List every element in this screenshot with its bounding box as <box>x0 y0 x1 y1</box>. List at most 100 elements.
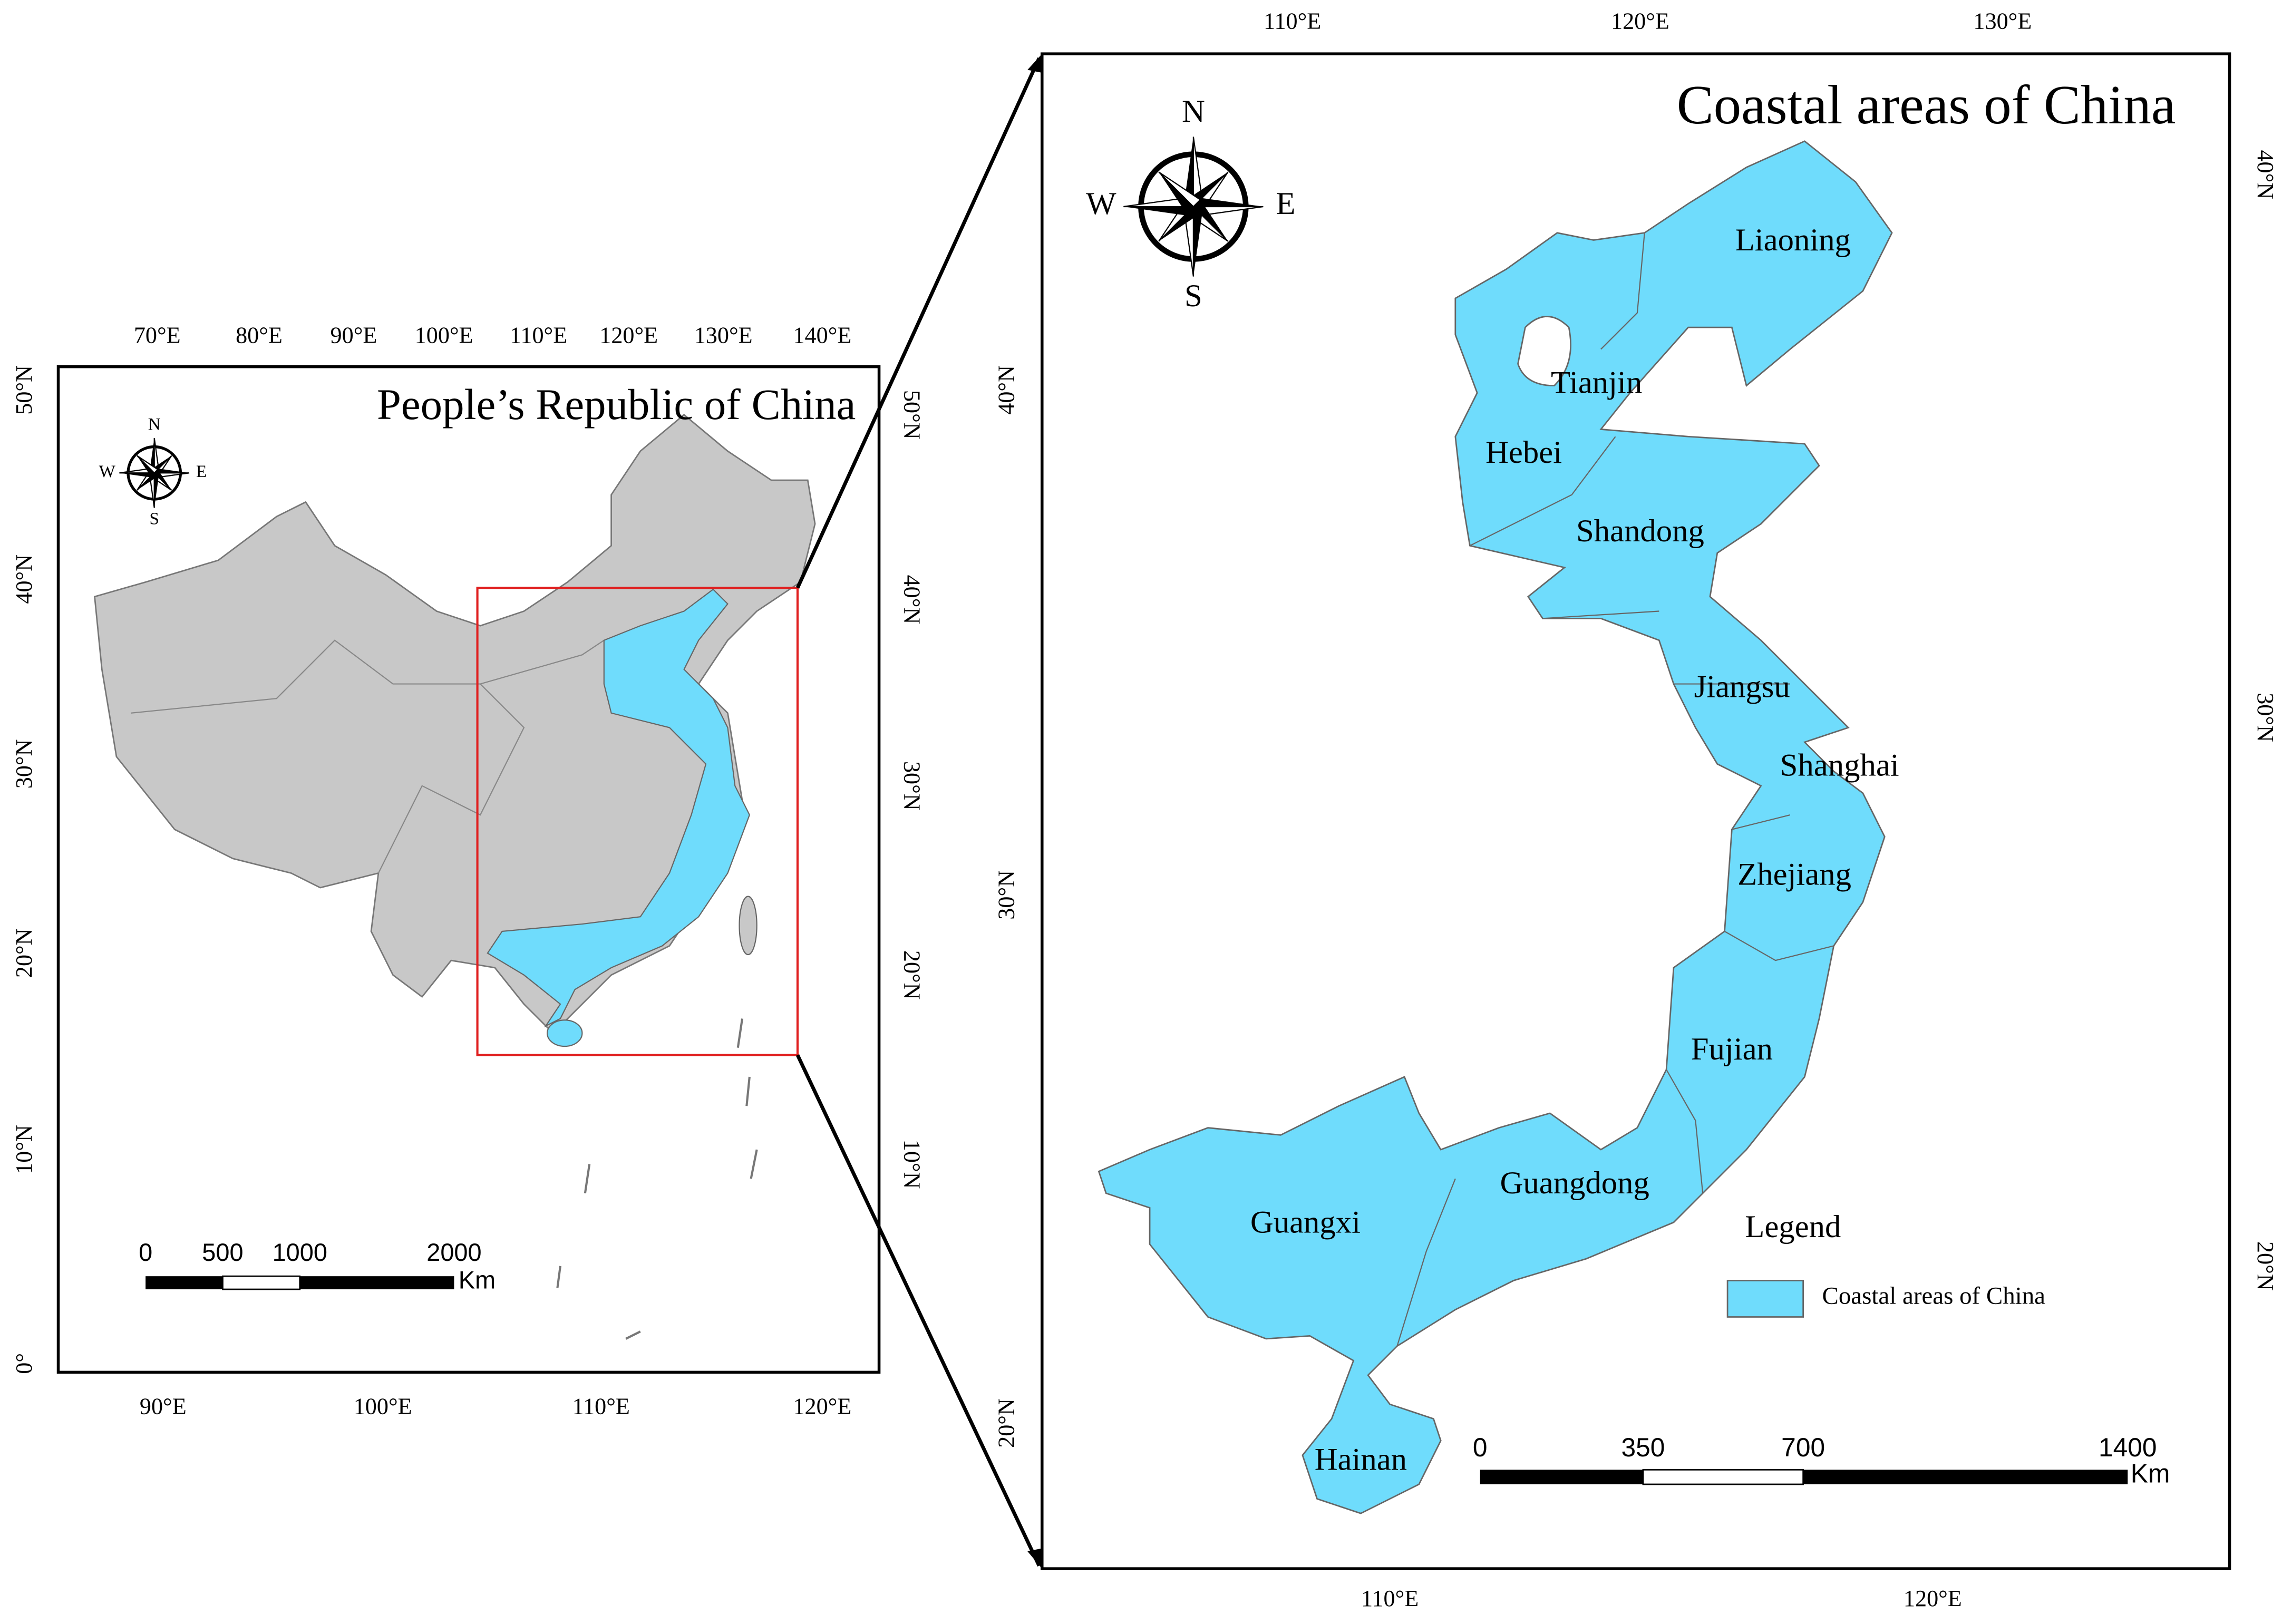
tick-label: 110°E <box>572 1394 630 1419</box>
scale-segment <box>145 1276 223 1290</box>
tick-label: 130°E <box>694 323 753 348</box>
legend-title: Legend <box>1745 1209 1841 1244</box>
compass: N E S W <box>1086 94 1295 314</box>
scale-label: 700 <box>1781 1433 1825 1462</box>
tick-label: 40°N <box>993 365 1019 415</box>
province-label: Hainan <box>1315 1442 1407 1477</box>
tick-label: 140°E <box>793 323 851 348</box>
scale-label: 0 <box>1473 1433 1488 1462</box>
legend-label: Coastal areas of China <box>1822 1282 2046 1309</box>
scale-label: 2000 <box>426 1239 481 1266</box>
compass-letter: N <box>1182 94 1205 129</box>
tick-label: 90°E <box>331 323 377 348</box>
coastal-area <box>487 588 751 1028</box>
beijing-hole <box>1517 316 1571 386</box>
connector <box>795 57 1041 589</box>
taiwan-shape <box>739 896 758 956</box>
tick-label: 10°N <box>11 1125 37 1174</box>
tick-label: 120°E <box>599 323 658 348</box>
scale-unit: Km <box>2131 1459 2170 1489</box>
scale-segment <box>299 1276 454 1290</box>
compass-point <box>137 455 159 474</box>
scale-segment <box>1480 1470 1643 1484</box>
compass-letter: S <box>1184 278 1202 314</box>
scale-label: 350 <box>1621 1433 1665 1462</box>
left-frame <box>56 365 881 1374</box>
tick-label: 20°N <box>11 928 37 978</box>
tick-label: 30°N <box>899 761 925 811</box>
tick-label: 40°N <box>11 555 37 604</box>
compass-letter: E <box>196 462 207 481</box>
tick-label: 10°N <box>899 1140 925 1189</box>
compass-letter: N <box>148 414 161 434</box>
tick-label: 120°E <box>1904 1586 1962 1611</box>
tick-label: 120°E <box>1611 8 1669 34</box>
tick-label: 30°N <box>993 870 1019 920</box>
scale-label: 1000 <box>273 1239 327 1266</box>
province-label: Hebei <box>1485 435 1562 470</box>
inset-box <box>476 587 799 1056</box>
tick-label: 20°N <box>993 1398 1019 1448</box>
tick-label: 30°N <box>2252 693 2278 742</box>
compass-point <box>1158 171 1201 208</box>
province-label: Liaoning <box>1735 222 1851 258</box>
scale-segment <box>1642 1469 1804 1485</box>
tick-label: 70°E <box>134 323 181 348</box>
tick-label: 100°E <box>415 323 473 348</box>
legend-swatch <box>1726 1280 1804 1318</box>
compass-point <box>137 455 154 476</box>
hainan-shape <box>547 1019 583 1047</box>
province-label: Jiangsu <box>1694 669 1790 705</box>
compass-point <box>154 473 159 508</box>
province-label: Fujian <box>1691 1032 1773 1067</box>
tick-label: 110°E <box>1264 8 1321 34</box>
tick-label: 20°N <box>2252 1241 2278 1291</box>
province-borders <box>480 639 605 685</box>
tick-label: 50°N <box>11 365 37 415</box>
tick-label: 20°N <box>899 950 925 1000</box>
tick-label: 120°E <box>793 1394 851 1419</box>
scale-label: 0 <box>139 1239 152 1266</box>
left-title: People’s Republic of China <box>377 380 856 429</box>
tick-label: 40°N <box>899 575 925 625</box>
tick-label: 110°E <box>1361 1586 1419 1611</box>
compass-point <box>1159 172 1193 214</box>
tick-label: 130°E <box>1973 8 2032 34</box>
scale-segment <box>1803 1470 2128 1484</box>
province-label: Guangdong <box>1500 1165 1649 1201</box>
province-label: Shanghai <box>1780 748 1899 783</box>
arrowhead <box>1027 54 1042 73</box>
right-title: Coastal areas of China <box>1677 74 2176 135</box>
tick-label: 90°E <box>140 1394 187 1419</box>
tick-label: 0° <box>11 1353 37 1374</box>
compass-letter: E <box>1276 186 1295 221</box>
right-frame <box>1041 52 2231 1570</box>
tick-label: 80°E <box>236 323 283 348</box>
province-label: Shandong <box>1576 513 1704 549</box>
compass-letter: W <box>99 462 116 481</box>
tick-label: 100°E <box>354 1394 412 1419</box>
scale-label: 1400 <box>2099 1433 2157 1462</box>
compass-point <box>154 468 189 473</box>
compass-letter: W <box>1086 186 1116 221</box>
compass: N E S W <box>99 414 207 528</box>
arrowhead <box>1027 1548 1042 1569</box>
tick-label: 40°N <box>2252 150 2278 199</box>
compass-letter: S <box>149 509 159 528</box>
connector <box>795 1054 1041 1567</box>
tick-label: 50°N <box>899 390 925 440</box>
scale-segment <box>222 1275 301 1290</box>
scale-label: 500 <box>202 1239 243 1266</box>
coastal-area <box>1098 140 1893 1514</box>
compass-point <box>1193 197 1264 207</box>
tick-label: 30°N <box>11 740 37 789</box>
tick-label: 110°E <box>510 323 567 348</box>
compass-point <box>119 473 154 478</box>
province-borders <box>1396 232 1834 1347</box>
province-label: Tianjin <box>1551 365 1642 401</box>
scale-unit: Km <box>459 1267 496 1294</box>
province-label: Zhejiang <box>1737 857 1851 892</box>
province-label: Guangxi <box>1250 1204 1361 1240</box>
islands <box>556 1018 758 1340</box>
